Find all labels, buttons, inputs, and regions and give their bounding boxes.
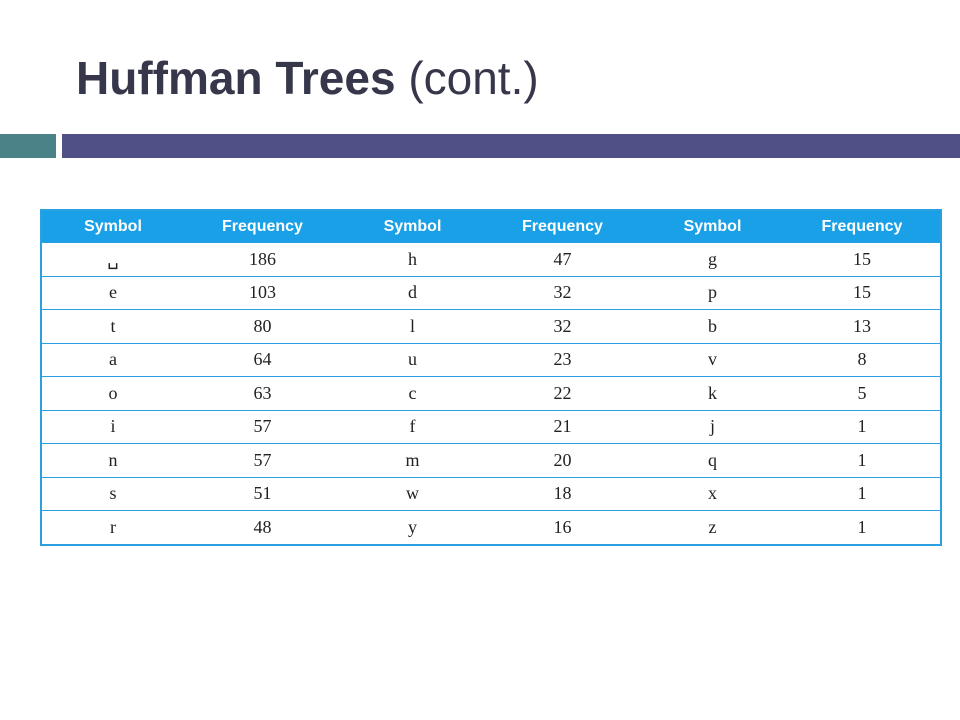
frequency-cell: 1 bbox=[784, 510, 941, 545]
symbol-cell: i bbox=[41, 409, 184, 444]
table-header-row: Symbol Frequency Symbol Frequency Symbol… bbox=[41, 210, 941, 243]
accent-bar-teal bbox=[0, 134, 56, 158]
frequency-cell: 48 bbox=[184, 510, 341, 545]
frequency-cell: 15 bbox=[784, 275, 941, 310]
symbol-cell: t bbox=[41, 309, 184, 343]
symbol-cell: p bbox=[641, 275, 784, 310]
table-row: n 57 m 20 q 1 bbox=[41, 443, 941, 477]
symbol-cell: a bbox=[41, 342, 184, 377]
table-row: ␣ 186 h 47 g 15 bbox=[41, 242, 941, 276]
header-symbol: Symbol bbox=[41, 210, 184, 243]
table-row: a 64 u 23 v 8 bbox=[41, 342, 941, 377]
frequency-cell: 64 bbox=[184, 342, 341, 377]
symbol-cell: m bbox=[341, 443, 484, 477]
table-row: e 103 d 32 p 15 bbox=[41, 275, 941, 310]
frequency-cell: 63 bbox=[184, 376, 341, 410]
frequency-table: Symbol Frequency Symbol Frequency Symbol… bbox=[40, 209, 942, 546]
symbol-cell: n bbox=[41, 443, 184, 477]
frequency-cell: 1 bbox=[784, 409, 941, 444]
frequency-cell: 47 bbox=[484, 242, 641, 276]
symbol-cell: f bbox=[341, 409, 484, 444]
frequency-cell: 1 bbox=[784, 443, 941, 477]
frequency-cell: 13 bbox=[784, 309, 941, 343]
frequency-cell: 103 bbox=[184, 275, 341, 310]
symbol-cell: v bbox=[641, 342, 784, 377]
header-symbol: Symbol bbox=[341, 210, 484, 243]
frequency-cell: 57 bbox=[184, 443, 341, 477]
symbol-cell: g bbox=[641, 242, 784, 276]
symbol-cell: s bbox=[41, 476, 184, 511]
table-row: s 51 w 18 x 1 bbox=[41, 476, 941, 511]
symbol-cell: b bbox=[641, 309, 784, 343]
frequency-cell: 1 bbox=[784, 476, 941, 511]
symbol-cell: ␣ bbox=[41, 242, 184, 276]
frequency-cell: 80 bbox=[184, 309, 341, 343]
symbol-cell: j bbox=[641, 409, 784, 444]
symbol-cell: o bbox=[41, 376, 184, 410]
accent-bar-indigo bbox=[62, 134, 960, 158]
frequency-cell: 23 bbox=[484, 342, 641, 377]
table-row: o 63 c 22 k 5 bbox=[41, 376, 941, 410]
frequency-cell: 8 bbox=[784, 342, 941, 377]
frequency-cell: 18 bbox=[484, 476, 641, 511]
symbol-cell: l bbox=[341, 309, 484, 343]
symbol-cell: x bbox=[641, 476, 784, 511]
header-frequency: Frequency bbox=[784, 210, 941, 243]
frequency-cell: 21 bbox=[484, 409, 641, 444]
symbol-cell: z bbox=[641, 510, 784, 545]
symbol-cell: r bbox=[41, 510, 184, 545]
frequency-cell: 22 bbox=[484, 376, 641, 410]
symbol-cell: d bbox=[341, 275, 484, 310]
symbol-cell: e bbox=[41, 275, 184, 310]
frequency-cell: 20 bbox=[484, 443, 641, 477]
frequency-cell: 15 bbox=[784, 242, 941, 276]
title-main: Huffman Trees bbox=[76, 52, 396, 104]
header-frequency: Frequency bbox=[184, 210, 341, 243]
frequency-cell: 16 bbox=[484, 510, 641, 545]
frequency-cell: 5 bbox=[784, 376, 941, 410]
frequency-cell: 32 bbox=[484, 275, 641, 310]
frequency-cell: 186 bbox=[184, 242, 341, 276]
frequency-cell: 57 bbox=[184, 409, 341, 444]
table-row: t 80 l 32 b 13 bbox=[41, 309, 941, 343]
header-frequency: Frequency bbox=[484, 210, 641, 243]
frequency-cell: 32 bbox=[484, 309, 641, 343]
table-row: r 48 y 16 z 1 bbox=[41, 510, 941, 545]
symbol-cell: k bbox=[641, 376, 784, 410]
symbol-cell: w bbox=[341, 476, 484, 511]
symbol-cell: u bbox=[341, 342, 484, 377]
header-symbol: Symbol bbox=[641, 210, 784, 243]
frequency-cell: 51 bbox=[184, 476, 341, 511]
symbol-cell: c bbox=[341, 376, 484, 410]
symbol-cell: h bbox=[341, 242, 484, 276]
symbol-cell: q bbox=[641, 443, 784, 477]
title-sub: (cont.) bbox=[408, 52, 539, 104]
slide-title: Huffman Trees (cont.) bbox=[76, 48, 539, 108]
table-row: i 57 f 21 j 1 bbox=[41, 409, 941, 444]
symbol-cell: y bbox=[341, 510, 484, 545]
